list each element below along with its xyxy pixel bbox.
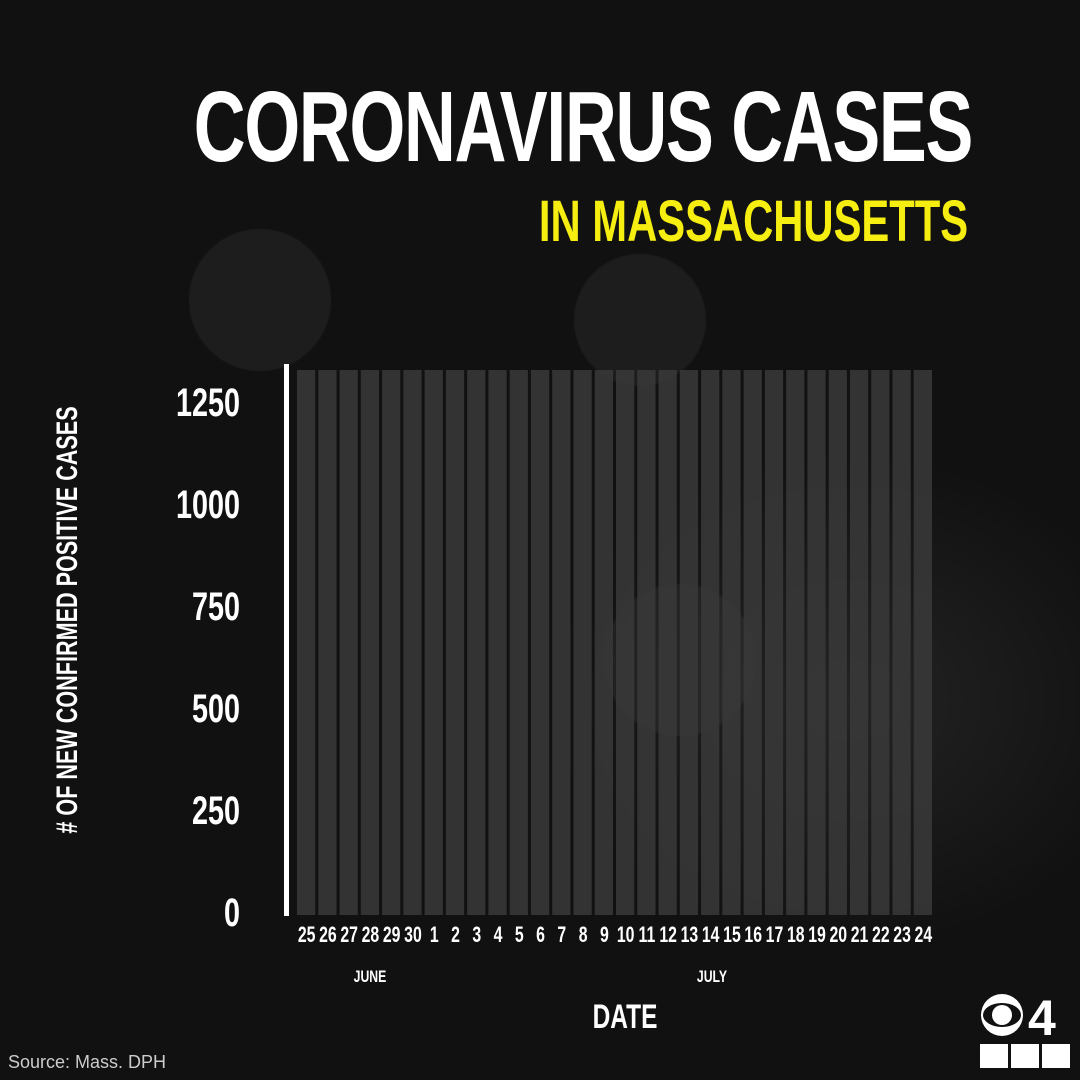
x-tick-label: 6 (536, 924, 545, 948)
bar-track (679, 370, 699, 915)
y-tick-label: 1250 (176, 380, 240, 425)
bar-track (701, 370, 720, 915)
svg-text:W: W (984, 1046, 1004, 1069)
x-tick-label: 8 (579, 924, 588, 948)
bar-track (807, 370, 826, 915)
bar-track (552, 370, 571, 915)
y-tick-label: 1000 (176, 482, 240, 527)
x-tick-label: 5 (515, 924, 524, 948)
cbs-eye-icon (981, 994, 1023, 1036)
y-tick-label: 0 (224, 890, 240, 935)
x-tick-label: 10 (617, 924, 635, 948)
x-tick-label: 9 (600, 924, 609, 948)
x-tick-label: 7 (557, 924, 566, 948)
x-tick-label: 4 (494, 924, 503, 948)
bar-track (424, 370, 443, 915)
x-tick-label: 11 (639, 924, 656, 948)
x-tick-label: 12 (659, 924, 677, 948)
bar-track (297, 370, 316, 915)
bar-track (764, 370, 784, 915)
x-tick-label: 28 (362, 924, 380, 948)
bar-track (892, 370, 911, 915)
month-label: JULY (697, 968, 727, 986)
x-tick-label: 17 (766, 924, 784, 948)
bar-track (722, 370, 741, 915)
bar-track (828, 370, 847, 915)
x-tick-label: 27 (340, 924, 358, 948)
x-tick-label: 18 (787, 924, 805, 948)
x-tick-label: 22 (872, 924, 890, 948)
x-tick-label: 30 (404, 924, 422, 948)
bar-track (616, 370, 635, 915)
x-tick-label: 15 (723, 924, 741, 948)
bar-track (637, 370, 656, 915)
x-tick-label: 19 (808, 924, 826, 948)
x-tick-label: 1 (430, 924, 439, 948)
month-label: JUNE (354, 968, 387, 986)
wbz-logo: 4 W B Z (980, 993, 1070, 1069)
y-tick-label: 750 (192, 584, 240, 629)
bar-track (488, 370, 507, 915)
x-tick-label: 2 (451, 924, 460, 948)
bar-track (913, 370, 932, 915)
bar-track (318, 370, 337, 915)
bar-track (360, 370, 380, 915)
bar-track (743, 370, 762, 915)
channel-number: 4 (1028, 993, 1056, 1046)
x-tick-label: 25 (298, 924, 316, 948)
x-tick-label: 3 (472, 924, 481, 948)
chart-subtitle: IN MASSACHUSETTS (538, 189, 968, 254)
y-tick-label: 500 (192, 686, 240, 731)
source-note: Source: Mass. DPH (8, 1052, 167, 1072)
x-axis-label: DATE (592, 998, 658, 1036)
bar-track (445, 370, 465, 915)
x-tick-label: 29 (383, 924, 401, 948)
bar-track (339, 370, 358, 915)
bar-track (658, 370, 677, 915)
bar-track (594, 370, 613, 915)
svg-text:B: B (1017, 1046, 1032, 1069)
x-tick-label: 13 (681, 924, 699, 948)
y-axis-line (284, 364, 289, 916)
y-tick-label: 250 (192, 788, 240, 833)
x-tick-label: 20 (829, 924, 847, 948)
x-tick-label: 24 (915, 924, 933, 948)
bar-track (786, 370, 805, 915)
bar-track (509, 370, 528, 915)
bar-track (530, 370, 550, 915)
bar-track (871, 370, 890, 915)
x-tick-label: 26 (319, 924, 337, 948)
bar-track (403, 370, 422, 915)
chart-title: CORONAVIRUS CASES (193, 71, 974, 183)
bar-track (573, 370, 592, 915)
bar-track (467, 370, 486, 915)
x-tick-label: 16 (744, 924, 762, 948)
bar-track (849, 370, 869, 915)
x-tick-label: 21 (851, 924, 869, 948)
x-tick-label: 14 (702, 924, 720, 948)
x-tick-label: 23 (893, 924, 911, 948)
svg-text:Z: Z (1050, 1046, 1063, 1069)
bar-track (382, 370, 401, 915)
